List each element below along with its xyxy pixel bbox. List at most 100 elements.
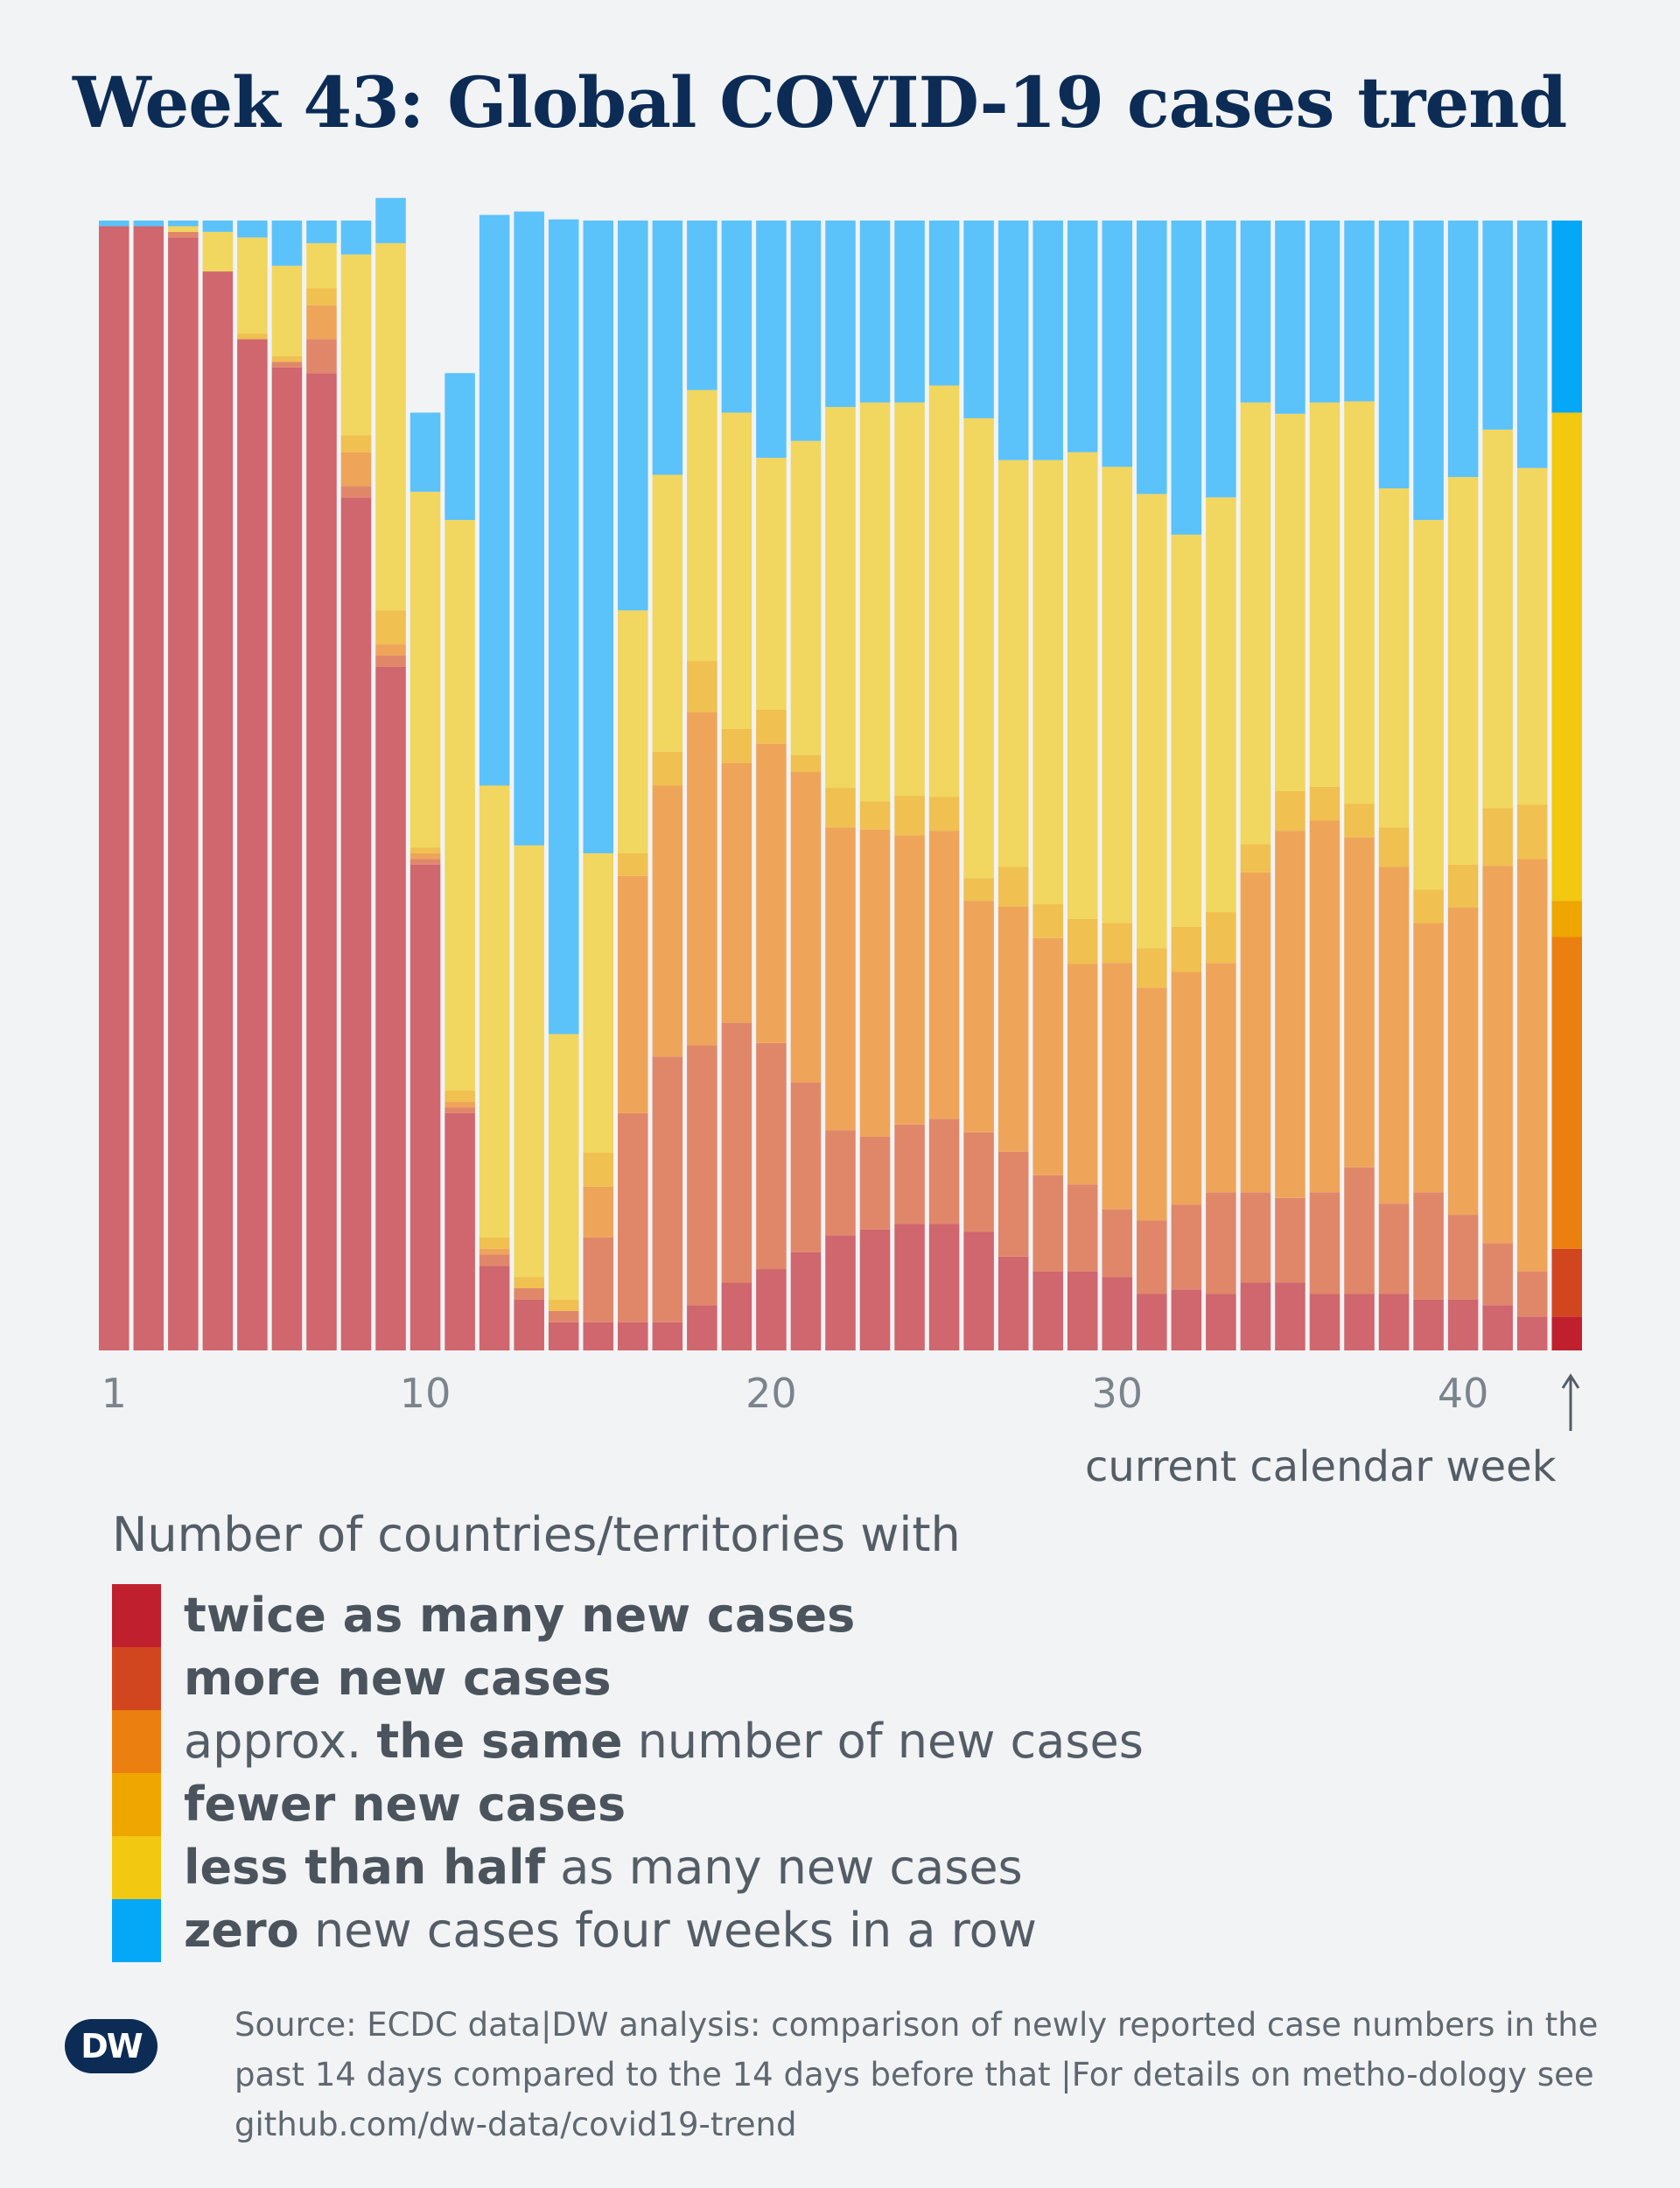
bar-segment-week-33-zero [1206,221,1236,498]
bar-segment-week-21-twice [790,1252,822,1350]
bar-segment-week-23-same [859,829,891,1137]
bar-segment-week-31-half [1137,494,1167,949]
bar-segment-week-10-half [410,491,441,848]
bar-segment-week-22-fewer [825,788,856,828]
bar-segment-week-25-zero [928,221,960,386]
bar-segment-week-21-zero [790,221,822,441]
bar-segment-week-20-same [756,743,787,1043]
current-week-label: current calendar week [1085,1442,1557,1491]
bar-segment-week-11-twice [444,1112,475,1350]
bar-segment-week-1-twice [99,226,130,1351]
bar-segment-week-23-fewer [859,801,891,830]
bar-segment-week-6-half [271,265,303,356]
bar-segment-week-37-more [1344,1167,1375,1294]
bar-segment-week-35-more [1275,1197,1306,1283]
bar-segment-week-38-half [1378,487,1410,828]
bar-segment-week-22-half [825,407,856,789]
legend-label-part: as many new cases [545,1840,1023,1895]
bar-segment-week-12-twice [479,1266,510,1350]
bar-segment-week-20-zero [756,221,787,459]
bar-segment-week-10-zero [410,412,441,492]
bar-segment-week-9-more [375,656,406,667]
bar-segment-week-9-twice [375,666,406,1350]
bar-segment-week-22-same [825,827,856,1131]
bar-segment-week-26-half [963,417,994,879]
bar-segment-week-18-more [687,1045,718,1306]
bar-segment-week-18-same [687,712,718,1046]
bar-segment-week-40-twice [1447,1299,1479,1350]
bar-segment-week-19-twice [721,1282,752,1350]
bar-segment-week-2-twice [133,226,164,1351]
bar-segment-week-13-half [514,845,544,1278]
bar-segment-week-38-same [1378,866,1410,1204]
x-axis-ticks: 1 10 20 30 40 [102,1370,1489,1417]
bar-segment-week-12-same [479,1248,510,1255]
bar-segment-week-24-half [894,402,925,796]
bar-segment-week-32-more [1171,1204,1202,1290]
bar-segment-week-6-fewer [271,355,303,362]
bar-segment-week-10-more [410,859,441,865]
bar-segment-week-13-more [514,1287,544,1300]
bar-segment-week-3-half [168,226,199,232]
bar-segment-week-21-half [790,440,822,755]
bar-segment-week-38-zero [1378,221,1410,488]
bar-segment-week-41-same [1482,866,1513,1244]
bar-segment-week-17-more [652,1056,683,1322]
bar-segment-week-41-half [1482,429,1513,809]
bar-segment-week-13-fewer [514,1277,544,1288]
legend-swatch [112,1710,161,1773]
legend-label: less than half as many new cases [184,1838,1023,1897]
bar-segment-week-15-fewer [583,1153,614,1187]
bar-segment-week-30-twice [1102,1277,1133,1351]
bar-segment-week-20-fewer [756,710,787,744]
bar-segment-week-22-twice [825,1235,856,1350]
bar-segment-week-30-more [1102,1209,1133,1278]
bar-segment-week-42-half [1516,467,1548,805]
bar-segment-week-24-fewer [894,796,925,836]
bar-segment-week-39-same [1413,923,1444,1193]
bar-segment-week-5-twice [237,339,268,1350]
bar-segment-week-5-half [237,237,268,334]
legend-label-part: more new cases [184,1651,612,1706]
bar-segment-week-28-more [1032,1175,1063,1272]
bar-segment-week-34-zero [1240,221,1271,403]
bar-segment-week-16-zero [618,221,648,611]
bar-segment-week-36-same [1309,820,1340,1193]
bar-segment-week-12-zero [479,214,510,786]
bar-segment-week-41-zero [1482,221,1513,430]
bar-segment-week-38-more [1378,1203,1410,1294]
legend-swatch [112,1647,161,1710]
bar-segment-week-7-half [306,242,337,289]
bar-segment-week-3-more [168,231,199,238]
bar-segment-week-31-same [1137,987,1167,1221]
bar-segment-week-32-fewer [1171,926,1202,972]
bar-segment-week-1-zero [99,221,130,227]
bar-segment-week-22-zero [825,221,856,408]
bar-segment-week-21-same [790,772,822,1083]
bar-segment-week-36-more [1309,1192,1340,1294]
bar-segment-week-11-fewer [444,1090,475,1102]
bar-segment-week-19-half [721,412,752,729]
bar-segment-week-9-same [375,644,406,656]
bar-segment-week-29-fewer [1067,918,1098,964]
bar-segment-week-7-twice [306,373,337,1350]
bar-segment-week-6-more [271,361,303,368]
bar-segment-week-26-twice [963,1231,994,1350]
bar-segment-week-19-more [721,1022,752,1283]
bar-segment-week-43-twice [1551,1316,1582,1350]
bar-segment-week-40-more [1447,1215,1479,1300]
legend-label-part: zero [184,1903,299,1958]
dw-logo: DW [65,2019,158,2073]
bar-segment-week-10-twice [410,864,441,1350]
bar-segment-week-8-same [340,452,372,487]
bar-segment-week-37-twice [1344,1294,1375,1350]
bar-segment-week-20-more [756,1042,787,1270]
bar-segment-week-35-fewer [1275,790,1306,831]
bar-segment-week-24-twice [894,1224,925,1350]
legend-label-part: fewer new cases [184,1777,626,1832]
bar-segment-week-13-twice [514,1299,544,1350]
bar-segment-week-39-zero [1413,221,1444,521]
bar-segment-week-27-more [998,1151,1029,1257]
chart-title: Week 43: Global COVID-19 cases trend [73,61,1567,144]
bar-segment-week-42-twice [1516,1316,1548,1350]
